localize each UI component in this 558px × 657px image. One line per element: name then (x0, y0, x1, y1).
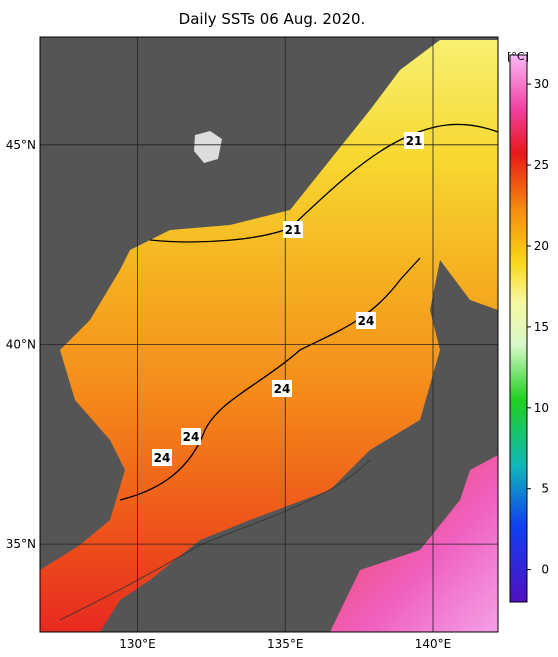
colorbar-tick-label: 30 (534, 77, 549, 91)
contour-label: 24 (154, 451, 171, 465)
contour-21 (149, 123, 498, 243)
map-body (40, 37, 498, 632)
lon-label: 140°E (415, 637, 452, 651)
map-frame (39, 36, 499, 633)
colorbar-tick-label: 20 (534, 239, 549, 253)
colorbar-tick-label: 25 (534, 158, 549, 172)
lat-label: 40°N (6, 337, 36, 351)
contour-label: 21 (285, 223, 302, 237)
colorbar-tick-label: 0 (541, 563, 549, 577)
lake (194, 131, 222, 163)
labels: 130°E 135°E 140°E 35°N 40°N 45°N 21 21 24 24 24 24 0… (6, 77, 549, 651)
colorbar-unit: [°C] (507, 50, 529, 63)
contour-label-box (283, 221, 303, 238)
grid (40, 37, 498, 632)
pacific (330, 455, 498, 632)
contour-label-box (356, 312, 376, 329)
lon-label: 135°E (267, 637, 304, 651)
contour-27 (59, 459, 371, 621)
lon-label: 130°E (119, 637, 156, 651)
contour-label-box (152, 449, 172, 466)
contour-label-box (272, 380, 292, 397)
contour-label: 24 (183, 430, 200, 444)
contour-label: 24 (274, 382, 291, 396)
colorbar (509, 54, 528, 603)
colorbar-tick-label: 5 (541, 482, 549, 496)
map-title: Daily SSTs 06 Aug. 2020. (179, 10, 366, 28)
lat-label: 45°N (6, 138, 36, 152)
lat-label: 35°N (6, 537, 36, 551)
contour-label: 24 (358, 314, 375, 328)
colorbar-tick-label: 15 (534, 320, 549, 334)
colorbar-tick-label: 10 (534, 401, 549, 415)
sea-of-japan (40, 40, 498, 632)
contour-label-box (404, 132, 424, 149)
contour-label-box (181, 428, 201, 445)
contour-label: 21 (406, 134, 423, 148)
